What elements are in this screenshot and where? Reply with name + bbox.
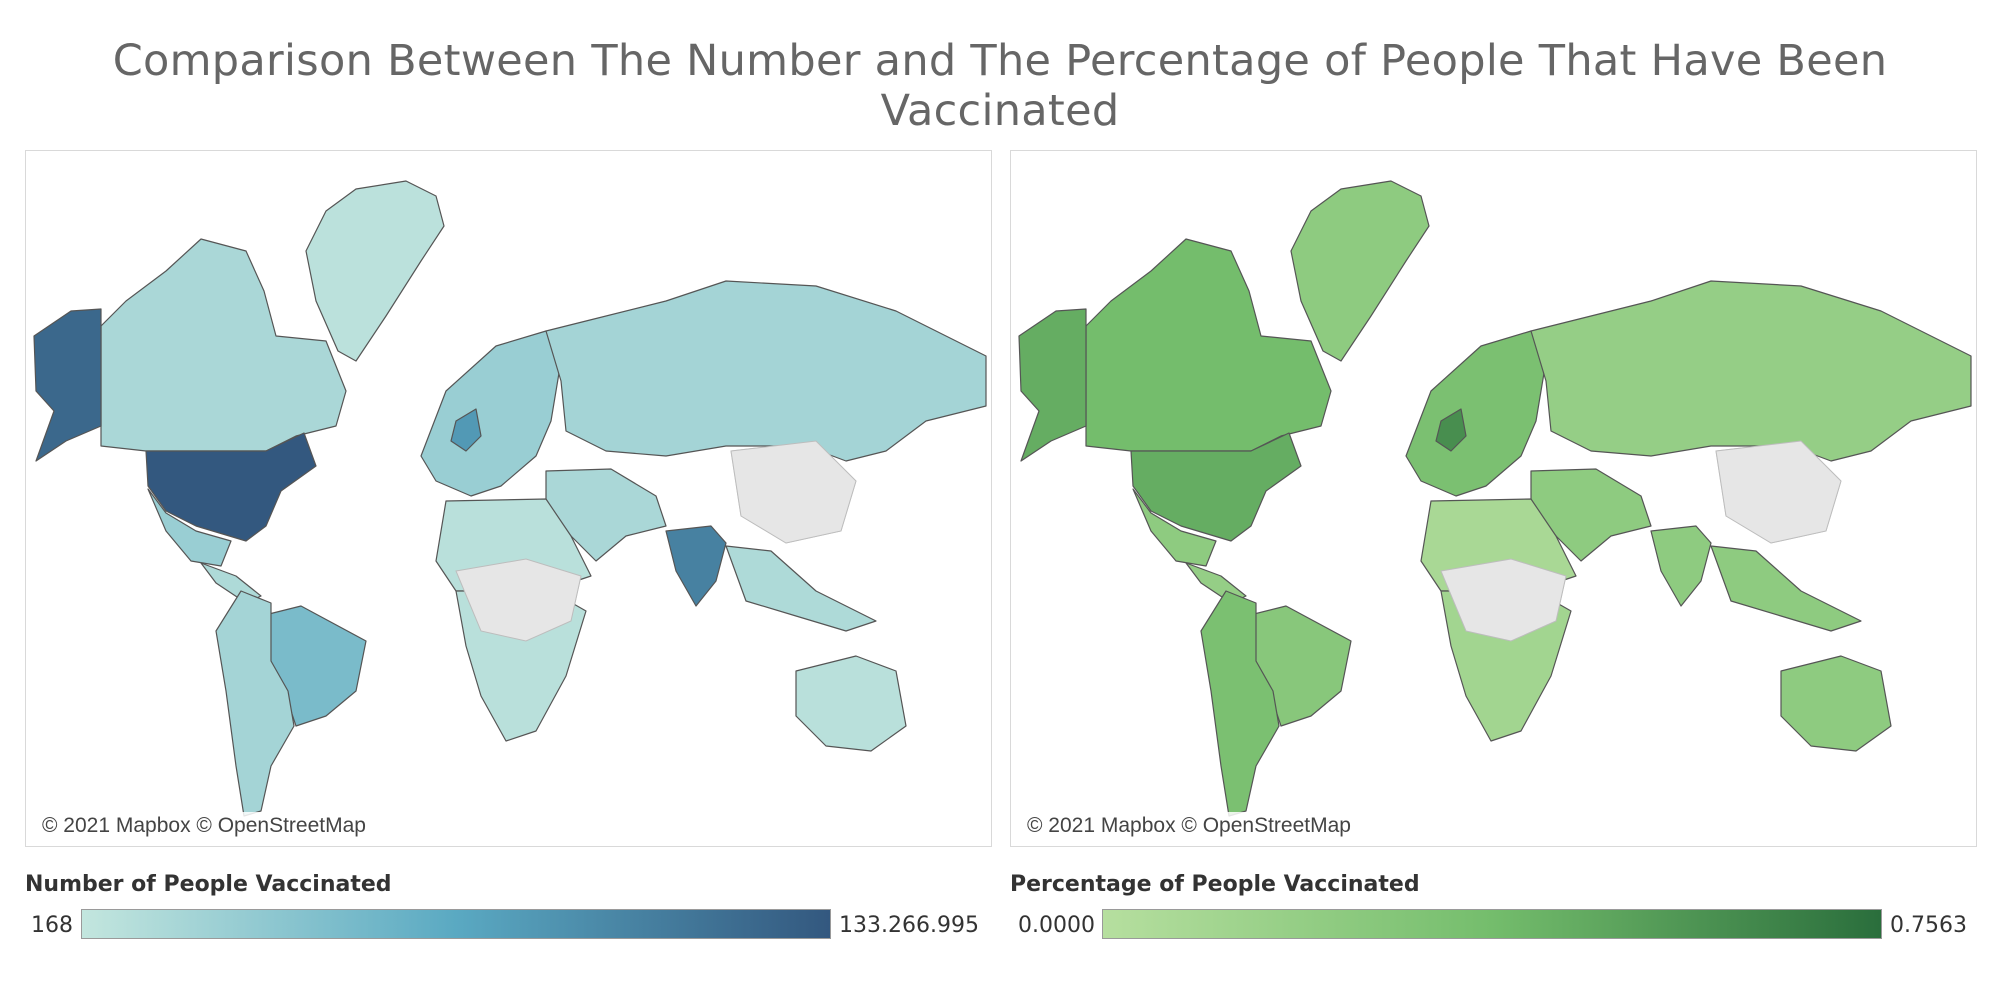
region-southeast-asia[interactable] [725, 545, 877, 632]
legend-max-value: 0.7563 [1890, 913, 1967, 938]
legend-percentage: Percentage of People Vaccinated 0.0000 0… [1010, 872, 1975, 942]
legend-number: Number of People Vaccinated 168 133.266.… [25, 872, 990, 942]
region-russia[interactable] [1530, 280, 1972, 462]
region-united-kingdom[interactable] [1435, 408, 1467, 452]
world-map-percentage[interactable] [1011, 151, 1976, 846]
region-south-america[interactable] [215, 590, 295, 817]
legend-title: Percentage of People Vaccinated [1010, 872, 1420, 897]
region-india[interactable] [665, 525, 727, 607]
region-australia[interactable] [795, 655, 907, 752]
map-credit: © 2021 Mapbox © OpenStreetMap [1021, 812, 1357, 840]
page-title: Comparison Between The Number and The Pe… [112, 36, 1888, 136]
map-credit: © 2021 Mapbox © OpenStreetMap [36, 812, 372, 840]
region-united-kingdom[interactable] [450, 408, 482, 452]
region-greenland[interactable] [305, 180, 445, 362]
region-united-states[interactable] [1130, 432, 1302, 542]
legend-max-value: 133.266.995 [839, 913, 979, 938]
region-australia[interactable] [1780, 655, 1892, 752]
region-united-states[interactable] [145, 432, 317, 542]
region-mexico[interactable] [1132, 488, 1217, 567]
no-data-region [1715, 440, 1842, 544]
no-data-region [1440, 558, 1567, 642]
region-russia[interactable] [545, 280, 987, 462]
no-data-region [455, 558, 582, 642]
region-india[interactable] [1650, 525, 1712, 607]
legend-title: Number of People Vaccinated [25, 872, 392, 897]
region-mexico[interactable] [147, 488, 232, 567]
region-alaska[interactable] [1018, 308, 1087, 462]
region-alaska[interactable] [33, 308, 102, 462]
region-greenland[interactable] [1290, 180, 1430, 362]
map-panel-number[interactable]: © 2021 Mapbox © OpenStreetMap [25, 150, 992, 847]
legend-min-value: 168 [31, 913, 73, 938]
legend-min-value: 0.0000 [1018, 913, 1095, 938]
region-europe[interactable] [420, 330, 562, 497]
legend-color-ramp [81, 909, 831, 939]
no-data-region [730, 440, 857, 544]
region-south-america[interactable] [1200, 590, 1280, 817]
map-panel-percentage[interactable]: © 2021 Mapbox © OpenStreetMap [1010, 150, 1977, 847]
world-map-number[interactable] [26, 151, 991, 846]
region-southeast-asia[interactable] [1710, 545, 1862, 632]
region-europe[interactable] [1405, 330, 1547, 497]
legend-color-ramp [1102, 909, 1882, 939]
